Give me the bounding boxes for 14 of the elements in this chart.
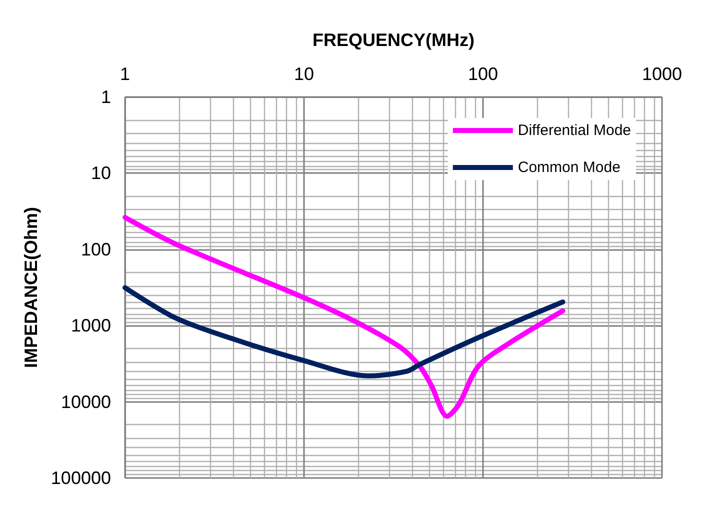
y-tick-label: 1000 — [70, 316, 111, 336]
x-tick-label: 100 — [468, 64, 498, 84]
y-tick-label: 100000 — [50, 468, 111, 488]
x-tick-label: 1000 — [642, 64, 682, 84]
x-axis-title: FREQUENCY(MHz) — [312, 30, 474, 50]
y-tick-label: 10000 — [60, 392, 111, 412]
y-tick-label: 1 — [100, 87, 111, 107]
y-tick-label: 10 — [90, 163, 111, 184]
y-axis-title: IMPEDANCE(Ohm) — [21, 206, 42, 368]
legend-label: Common Mode — [518, 159, 620, 176]
legend-label: Differential Mode — [518, 122, 632, 139]
x-tick-label: 10 — [294, 64, 314, 84]
y-tick-label: 100 — [80, 239, 111, 260]
x-tick-label: 1 — [120, 64, 130, 84]
